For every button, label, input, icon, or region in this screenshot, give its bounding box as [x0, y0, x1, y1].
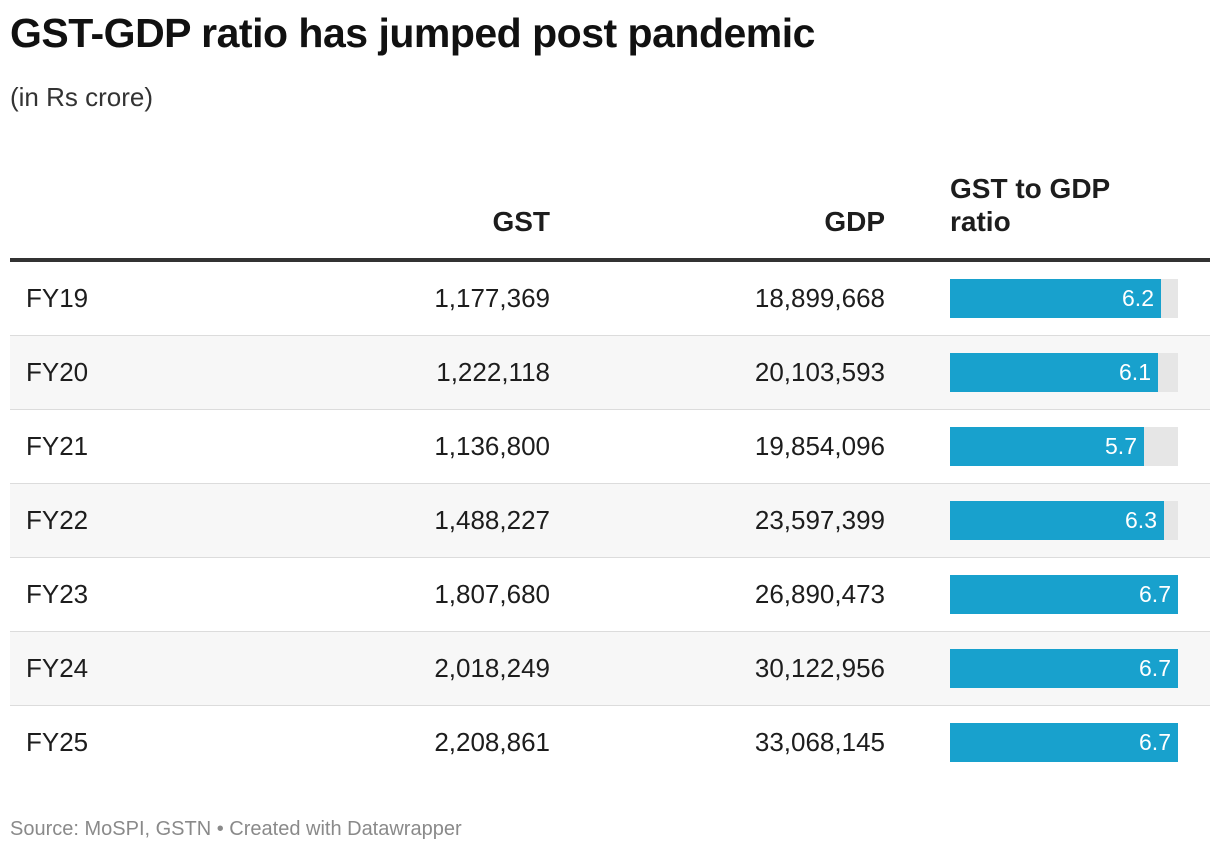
table-row: FY21 1,136,800 19,854,096 5.7 [10, 410, 1210, 484]
table-row: FY22 1,488,227 23,597,399 6.3 [10, 484, 1210, 558]
ratio-bar-track: 6.7 [950, 575, 1178, 614]
chart-title: GST-GDP ratio has jumped post pandemic [10, 10, 815, 56]
cell-gdp: 30,122,956 [754, 653, 885, 683]
cell-gst: 1,136,800 [434, 431, 550, 461]
ratio-bar: 6.7 [950, 575, 1178, 614]
column-header-ratio[interactable]: GST to GDP ratio [950, 173, 1110, 237]
ratio-bar-track: 6.3 [950, 501, 1178, 540]
cell-gst: 1,488,227 [434, 505, 550, 535]
ratio-bar-track: 6.1 [950, 353, 1178, 392]
cell-gst: 1,222,118 [436, 357, 550, 387]
cell-year: FY21 [26, 431, 89, 461]
table-row: FY25 2,208,861 33,068,145 6.7 [10, 706, 1210, 779]
ratio-bar-label: 6.1 [1119, 359, 1151, 385]
table-row: FY19 1,177,369 18,899,668 6.2 [10, 262, 1210, 336]
ratio-bar: 5.7 [950, 427, 1144, 466]
column-header-gst[interactable]: GST [492, 206, 550, 237]
ratio-bar-track: 6.2 [950, 279, 1178, 318]
ratio-bar-label: 6.7 [1139, 581, 1171, 607]
column-header-gdp[interactable]: GDP [824, 206, 885, 237]
table-header: GST GDP GST to GDP ratio [10, 160, 1210, 262]
data-table: GST GDP GST to GDP ratio FY19 1,177,369 18… [10, 160, 1210, 779]
ratio-bar: 6.2 [950, 279, 1161, 318]
cell-year: FY24 [26, 653, 89, 683]
table-body: FY19 1,177,369 18,899,668 6.2 FY20 1,222,118 2… [10, 262, 1210, 779]
table-row: FY24 2,018,249 30,122,956 6.7 [10, 632, 1210, 706]
cell-gdp: 19,854,096 [754, 431, 885, 461]
ratio-bar-label: 6.3 [1125, 507, 1157, 533]
ratio-bar-label: 6.7 [1139, 729, 1171, 755]
cell-year: FY22 [26, 505, 89, 535]
ratio-bar: 6.1 [950, 353, 1158, 392]
ratio-bar: 6.7 [950, 649, 1178, 688]
chart-subtitle: (in Rs crore) [10, 82, 154, 112]
cell-year: FY20 [26, 357, 89, 387]
cell-gdp: 20,103,593 [754, 357, 885, 387]
ratio-bar-track: 5.7 [950, 427, 1178, 466]
ratio-bar: 6.3 [950, 501, 1164, 540]
cell-gst: 2,018,249 [434, 653, 550, 683]
cell-gdp: 23,597,399 [754, 505, 885, 535]
cell-gdp: 26,890,473 [754, 579, 885, 609]
ratio-bar-track: 6.7 [950, 723, 1178, 762]
ratio-bar: 6.7 [950, 723, 1178, 762]
cell-year: FY23 [26, 579, 89, 609]
ratio-bar-label: 5.7 [1105, 433, 1137, 459]
cell-year: FY19 [26, 283, 89, 313]
cell-gst: 1,807,680 [434, 579, 550, 609]
ratio-bar-label: 6.2 [1122, 285, 1154, 311]
table-row: FY20 1,222,118 20,103,593 6.1 [10, 336, 1210, 410]
ratio-bar-label: 6.7 [1139, 655, 1171, 681]
cell-year: FY25 [26, 727, 89, 757]
cell-gdp: 33,068,145 [754, 727, 885, 757]
cell-gst: 1,177,369 [434, 283, 550, 313]
ratio-bar-track: 6.7 [950, 649, 1178, 688]
cell-gst: 2,208,861 [434, 727, 550, 757]
table-row: FY23 1,807,680 26,890,473 6.7 [10, 558, 1210, 632]
cell-gdp: 18,899,668 [754, 283, 885, 313]
source-footer: Source: MoSPI, GSTN • Created with Dataw… [10, 818, 462, 840]
